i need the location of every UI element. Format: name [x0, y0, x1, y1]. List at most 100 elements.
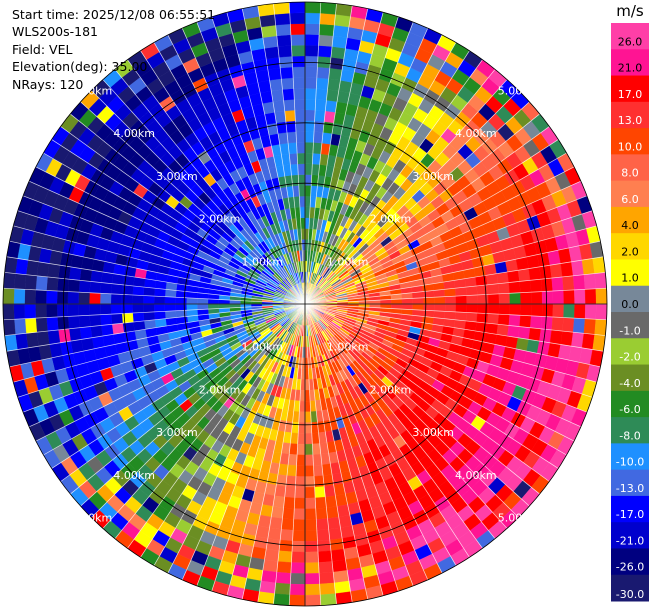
velocity-gate [281, 77, 294, 90]
velocity-gate [13, 303, 26, 320]
colorbar-cell [611, 101, 649, 129]
velocity-gate [517, 268, 531, 282]
velocity-gate [89, 314, 102, 327]
ray-line [304, 8, 369, 305]
velocity-gate [287, 142, 298, 154]
ray-line [304, 303, 414, 587]
ray-line [6, 303, 306, 352]
velocity-gate [314, 109, 326, 122]
velocity-gate [272, 495, 285, 508]
velocity-gate [304, 142, 314, 154]
velocity-gate [295, 120, 306, 132]
velocity-gate [584, 303, 597, 320]
ray-line [304, 303, 575, 442]
velocity-gate [291, 551, 306, 564]
ray-line [304, 5, 353, 305]
velocity-gate [293, 88, 306, 100]
velocity-gate [455, 295, 467, 305]
colorbar-tick-label: -1.0 [619, 324, 640, 337]
ray-line [17, 210, 306, 305]
velocity-gate [296, 142, 306, 154]
range-ring-label: 2.00km [199, 383, 241, 396]
velocity-gate [57, 277, 70, 292]
velocity-gate [476, 312, 489, 324]
velocity-gate [292, 66, 306, 78]
velocity-gate [262, 35, 279, 49]
ray-line [304, 101, 530, 305]
ray-line [304, 303, 384, 596]
field-text: Field: VEL [12, 41, 73, 57]
velocity-gate [304, 152, 314, 165]
ray-line [304, 34, 443, 305]
ray-line [304, 303, 582, 428]
colorbar-cell [611, 259, 649, 287]
velocity-gate [294, 109, 306, 122]
elevation-text: Elevation(deg): 35.00 [12, 59, 148, 75]
ray-line [304, 303, 530, 507]
velocity-gate [304, 23, 320, 35]
ray-line [304, 303, 606, 336]
ray-line [80, 101, 306, 305]
velocity-gate [444, 295, 457, 305]
velocity-gate [304, 573, 320, 585]
velocity-gate [304, 486, 316, 499]
velocity-gate [317, 45, 333, 58]
range-ring-label: 1.00km [242, 341, 284, 354]
velocity-gate [286, 464, 297, 477]
ray-line [9, 303, 306, 368]
range-ring-label: 5.00km [498, 512, 540, 525]
velocity-gate [292, 530, 306, 542]
velocity-gate [455, 303, 467, 313]
colorbar-cells [611, 23, 649, 602]
velocity-gate [276, 561, 292, 574]
velocity-gate [465, 285, 478, 296]
velocity-gate [401, 298, 414, 305]
velocity-gate [434, 296, 446, 305]
velocity-gate [2, 288, 15, 305]
velocity-gate [290, 562, 306, 574]
ray-line [304, 303, 483, 549]
velocity-gate [304, 44, 319, 57]
velocity-gate [573, 317, 586, 334]
ray-line [196, 21, 306, 305]
velocity-gate [68, 327, 82, 342]
ray-line [304, 180, 582, 305]
velocity-gate [562, 317, 575, 333]
velocity-gate [304, 540, 319, 553]
ray-line [304, 303, 369, 600]
ray-line [22, 195, 306, 305]
velocity-gate [315, 88, 328, 101]
velocity-gate [581, 333, 595, 350]
velocity-gate [327, 516, 341, 530]
ray-line [304, 303, 508, 529]
velocity-gate [289, 583, 306, 596]
velocity-gate [35, 289, 47, 305]
velocity-gate [287, 454, 298, 466]
range-ring-label: 3.00km [412, 170, 454, 183]
velocity-gate [259, 580, 276, 594]
ray-line [304, 303, 322, 606]
velocity-gate [25, 259, 39, 276]
velocity-gate [304, 88, 317, 100]
velocity-gate [531, 303, 543, 317]
colorbar: m/s 26.0 21.0 17.0 13.0 10.0 8.0 6.0 4.0 2.0 1.0 0… [611, 2, 649, 602]
colorbar-tick-label: 1.0 [621, 272, 639, 285]
velocity-gate [304, 195, 311, 208]
velocity-gate [99, 293, 112, 305]
colorbar-tick-label: 0.0 [621, 298, 639, 311]
ray-line [114, 69, 306, 305]
velocity-gate [278, 56, 293, 69]
velocity-gate [262, 559, 279, 573]
velocity-gate [132, 294, 144, 305]
colorbar-cell [611, 338, 649, 366]
velocity-gate [434, 303, 446, 312]
colorbar-tick-label: 17.0 [618, 88, 643, 101]
velocity-gate [595, 288, 608, 305]
ray-line [304, 152, 567, 305]
ray-line [3, 303, 306, 321]
velocity-gate [271, 89, 284, 102]
velocity-gate [196, 298, 209, 305]
ray-line [196, 303, 306, 587]
ray-line [304, 303, 519, 518]
ray-line [304, 195, 588, 305]
